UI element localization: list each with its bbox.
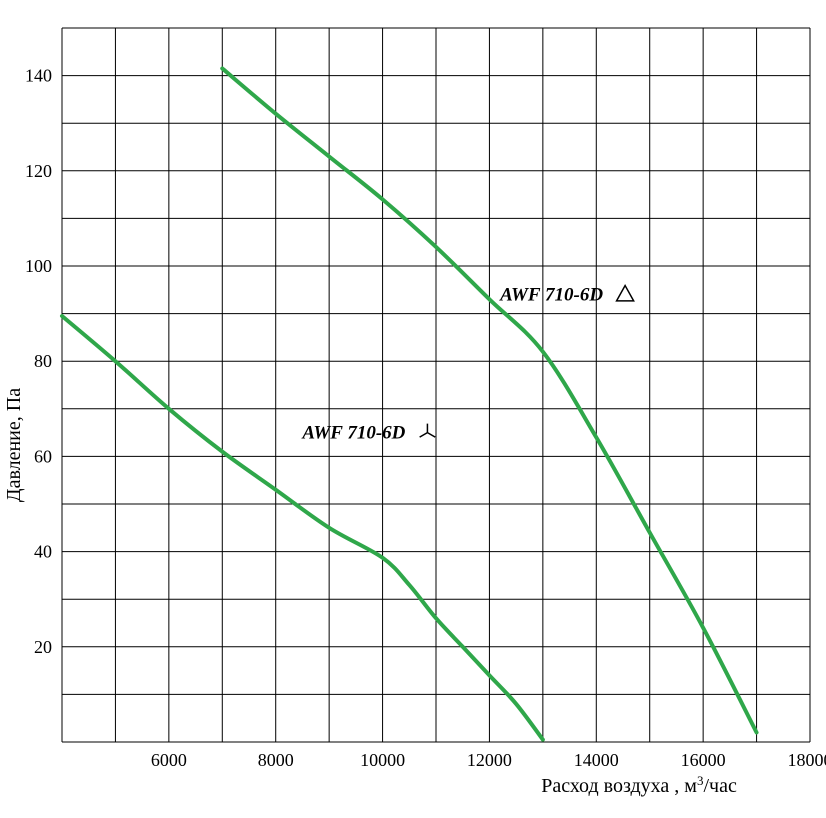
- x-tick-label: 16000: [681, 750, 726, 770]
- y-tick-label: 120: [25, 161, 52, 181]
- x-tick-label: 10000: [360, 750, 405, 770]
- y-tick-label: 60: [34, 446, 52, 466]
- series-label-star: AWF 710-6D: [301, 423, 405, 444]
- x-tick-label: 18000: [788, 750, 826, 770]
- y-tick-label: 40: [34, 542, 52, 562]
- y-axis-label: Давление, Па: [3, 388, 25, 502]
- y-tick-label: 140: [25, 66, 52, 86]
- x-tick-label: 14000: [574, 750, 619, 770]
- chart-svg: 6000 8000 10000 12000 14000 16000 18000 20 40 60 8…: [0, 0, 826, 818]
- y-tick-label: 20: [34, 637, 52, 657]
- x-tick-label: 6000: [151, 750, 187, 770]
- x-axis-label: Расход воздуха , м3/час: [541, 773, 737, 798]
- fan-performance-chart: 6000 8000 10000 12000 14000 16000 18000 20 40 60 8…: [0, 0, 826, 818]
- y-tick-label: 100: [25, 256, 52, 276]
- series-label-delta: AWF 710-6D: [499, 285, 603, 306]
- y-tick-label: 80: [34, 351, 52, 371]
- x-tick-label: 8000: [258, 750, 294, 770]
- x-tick-label: 12000: [467, 750, 512, 770]
